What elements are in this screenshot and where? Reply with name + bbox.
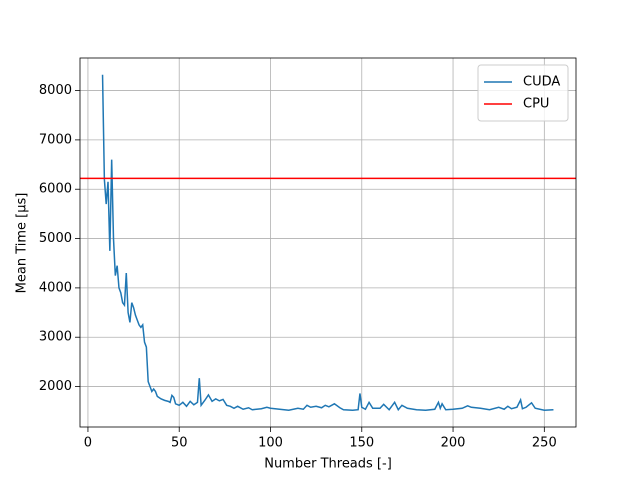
- x-tick-label: 200: [441, 436, 466, 451]
- y-axis-label: Mean Time [µs]: [15, 193, 30, 294]
- x-tick-label: 0: [84, 436, 92, 451]
- axes-frame: [79, 57, 577, 428]
- x-axis-label: Number Threads [-]: [264, 457, 392, 472]
- legend-box: [477, 64, 569, 122]
- x-tick-label: 250: [532, 436, 557, 451]
- x-tick-label: 150: [349, 436, 374, 451]
- y-tick-label: 6000: [39, 182, 72, 197]
- y-tick-label: 5000: [39, 231, 72, 246]
- y-tick-label: 4000: [39, 280, 72, 295]
- legend-label: CUDA: [523, 75, 560, 90]
- x-tick-label: 50: [171, 436, 188, 451]
- x-tick-label: 100: [258, 436, 283, 451]
- y-tick-label: 7000: [39, 132, 72, 147]
- y-tick-label: 3000: [39, 330, 72, 345]
- y-tick-label: 8000: [39, 83, 72, 98]
- y-tick-label: 2000: [39, 379, 72, 394]
- data-line: [101, 74, 554, 412]
- legend-label: CPU: [523, 97, 549, 112]
